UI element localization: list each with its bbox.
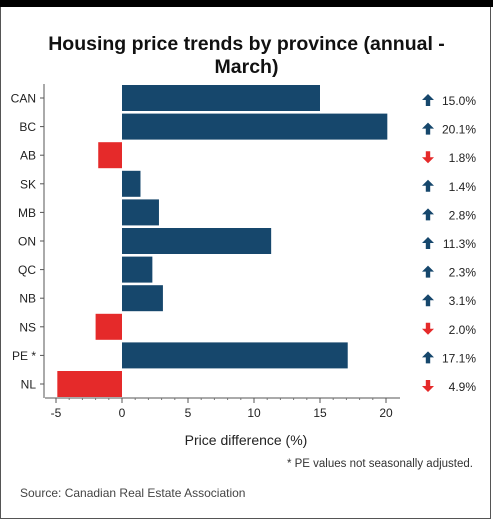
x-tick-label: 15	[313, 406, 327, 420]
bar-ns	[95, 313, 122, 340]
value-label: 3.1%	[449, 294, 477, 308]
value-label: 2.3%	[449, 266, 477, 280]
arrow-down-icon	[422, 151, 434, 164]
arrow-up-icon	[422, 94, 434, 106]
arrow-up-icon	[422, 179, 434, 192]
bar-on	[122, 228, 272, 254]
value-label: 17.1%	[442, 351, 476, 365]
arrow-up-icon	[422, 351, 434, 364]
top-bar	[0, 0, 493, 7]
bar-ab	[98, 142, 122, 169]
arrow-up-icon	[422, 265, 434, 278]
value-label: 4.9%	[449, 380, 477, 394]
arrow-up-icon	[422, 237, 434, 249]
value-label: 2.8%	[449, 208, 477, 222]
category-label: QC	[18, 263, 36, 277]
x-tick-label: 0	[119, 406, 126, 420]
category-label: NB	[19, 292, 36, 306]
chart-title: Housing price trends by province (annual…	[48, 33, 445, 78]
x-tick-label: 10	[247, 406, 261, 420]
category-label: PE *	[12, 349, 36, 363]
x-tick-label: 20	[379, 406, 393, 420]
bar-nb	[122, 285, 163, 312]
arrow-up-icon	[422, 208, 434, 221]
category-label: CAN	[11, 92, 36, 106]
x-tick-label: -5	[51, 406, 62, 420]
value-label: 11.3%	[443, 237, 476, 251]
category-label: NS	[19, 320, 36, 334]
value-label: 15.0%	[442, 94, 476, 108]
arrow-up-icon	[422, 294, 434, 307]
x-axis-label: Price difference (%)	[185, 432, 308, 448]
bar-sk	[122, 170, 141, 197]
arrow-down-icon	[422, 380, 434, 392]
source-note: Source: Canadian Real Estate Association	[20, 486, 246, 500]
bar-bc	[122, 113, 388, 140]
bar-nl	[57, 371, 122, 397]
category-label: NL	[21, 378, 37, 392]
category-label: AB	[20, 149, 36, 163]
arrow-down-icon	[422, 322, 434, 335]
value-label: 20.1%	[442, 123, 476, 137]
category-label: SK	[20, 177, 36, 191]
arrow-up-icon	[422, 122, 434, 135]
category-label: ON	[18, 235, 36, 249]
bar-mb	[122, 199, 159, 226]
value-label: 2.0%	[449, 323, 477, 337]
category-label: MB	[18, 206, 36, 220]
bar-can	[122, 85, 320, 111]
x-tick-label: 5	[185, 406, 192, 420]
value-label: 1.8%	[449, 151, 477, 165]
bar-qc	[122, 256, 153, 283]
footnote: * PE values not seasonally adjusted.	[286, 458, 473, 470]
category-label: BC	[19, 120, 36, 134]
value-label: 1.4%	[449, 180, 477, 194]
bar-pe	[122, 342, 348, 369]
